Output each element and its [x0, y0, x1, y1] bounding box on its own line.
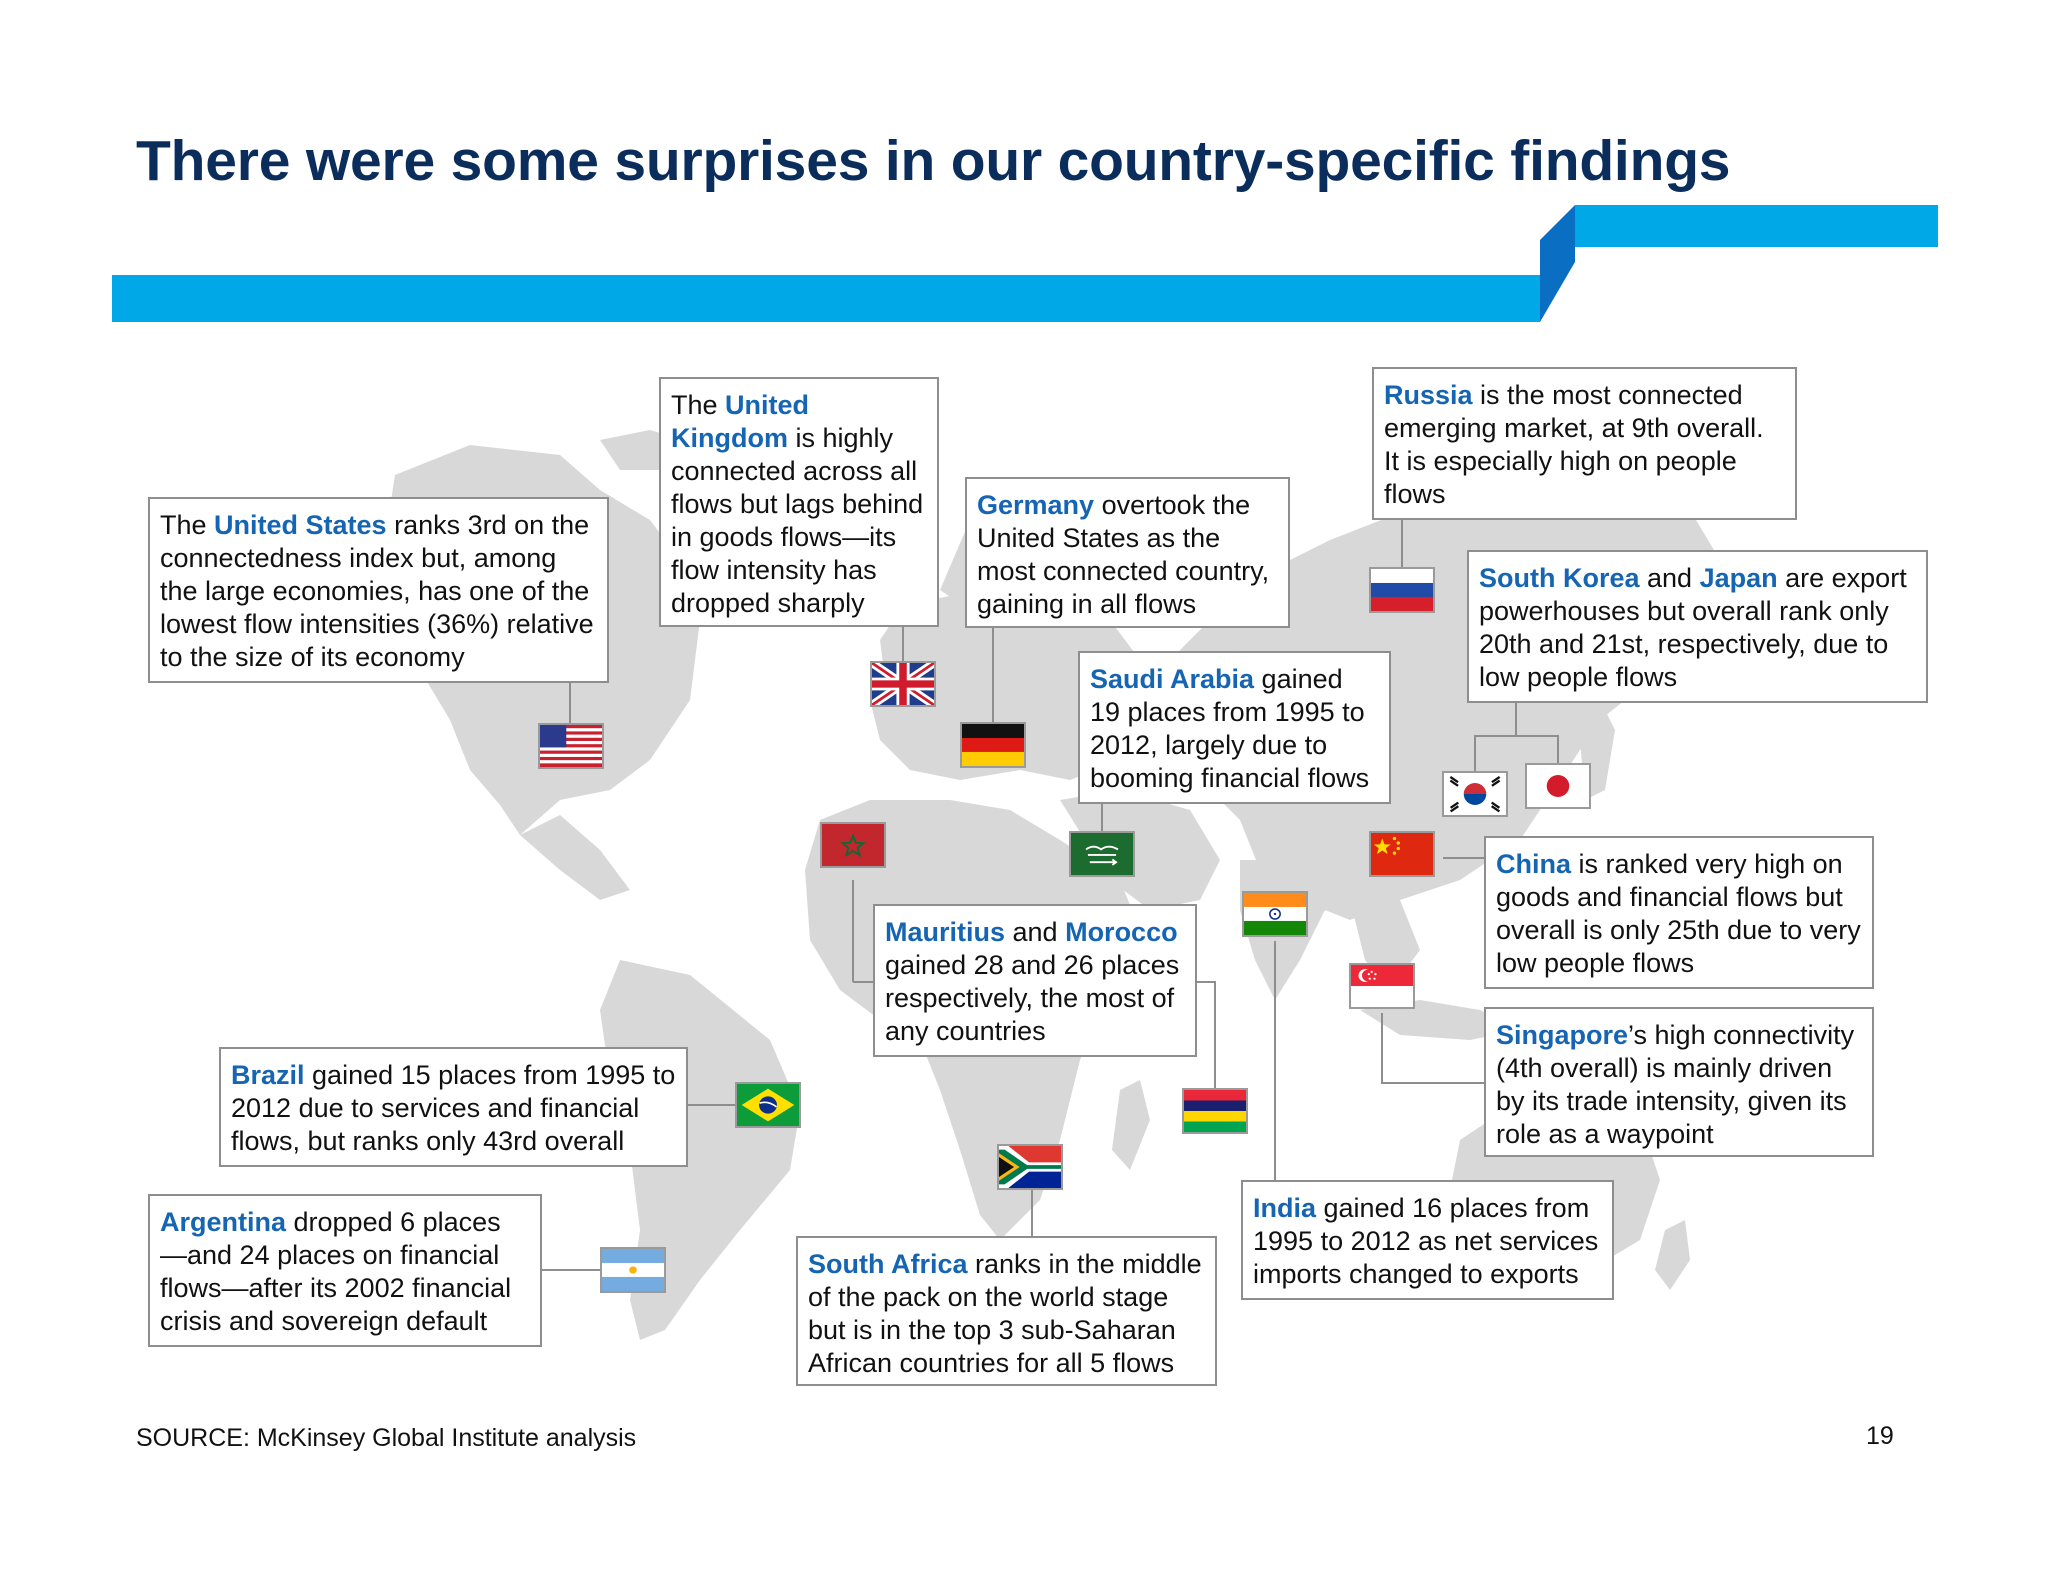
callout-text: ranks 3rd on the connectedness index but…: [160, 510, 594, 672]
callout-india: India gained 16 places from 1995 to 2012…: [1241, 1180, 1614, 1300]
callout-text: is the most connected emerging market, a…: [1384, 380, 1764, 509]
header-band: [112, 205, 1938, 322]
page-number: 19: [1866, 1422, 1894, 1450]
callout-text: dropped 6 places —and 24 places on finan…: [160, 1207, 512, 1336]
flag-saudi-arabia-icon: [1069, 831, 1135, 877]
flag-south-korea-icon: [1442, 771, 1508, 817]
callout-mauritius-morocco: Mauritius and Morocco gained 28 and 26 p…: [873, 904, 1197, 1057]
country-name: Mauritius: [885, 917, 1006, 947]
callout-text: ranks in the middle of the pack on the w…: [808, 1249, 1202, 1378]
country-name: India: [1253, 1193, 1317, 1223]
country-name: Germany: [977, 490, 1095, 520]
flag-russia-icon: [1369, 567, 1435, 613]
flag-india-icon: [1242, 891, 1308, 937]
callout-text: The: [160, 510, 215, 540]
callout-russia: Russia is the most connected emerging ma…: [1372, 367, 1797, 520]
callout-brazil: Brazil gained 15 places from 1995 to 201…: [219, 1047, 688, 1167]
callout-text: is ranked very high on goods and financi…: [1496, 849, 1861, 978]
country-name: Saudi Arabia: [1090, 664, 1255, 694]
callout-text: gained 15 places from 1995 to 2012 due t…: [231, 1060, 676, 1156]
country-name: Brazil: [231, 1060, 305, 1090]
country-name: United Kingdom: [671, 390, 810, 453]
callout-text: gained 16 places from 1995 to 2012 as ne…: [1253, 1193, 1599, 1289]
callout-saudi-arabia: Saudi Arabia gained 19 places from 1995 …: [1078, 651, 1391, 804]
callout-argentina: Argentina dropped 6 places —and 24 place…: [148, 1194, 542, 1347]
callout-united-states: The United States ranks 3rd on the conne…: [148, 497, 609, 683]
flag-morocco-icon: [820, 822, 886, 868]
callout-singapore: Singapore’s high connectivity (4th overa…: [1484, 1007, 1874, 1157]
callout-germany: Germany overtook the United States as th…: [965, 477, 1290, 628]
callout-text: gained 28 and 26 places respectively, th…: [885, 950, 1180, 1046]
flag-mauritius-icon: [1182, 1088, 1248, 1134]
callout-text: and: [1005, 917, 1066, 947]
country-name: South Africa: [808, 1249, 968, 1279]
country-name: Russia: [1384, 380, 1473, 410]
flag-usa-icon: [538, 723, 604, 769]
country-name: China: [1496, 849, 1572, 879]
callout-text: and: [1639, 563, 1700, 593]
flag-japan-icon: [1525, 763, 1591, 809]
callout-china: China is ranked very high on goods and f…: [1484, 836, 1874, 989]
callout-south-korea-japan: South Korea and Japan are export powerho…: [1467, 550, 1928, 703]
country-name: Argentina: [160, 1207, 287, 1237]
country-name: Japan: [1699, 563, 1778, 593]
flag-argentina-icon: [600, 1247, 666, 1293]
callout-united-kingdom: The United Kingdom is highly connected a…: [659, 377, 939, 627]
flag-brazil-icon: [735, 1082, 801, 1128]
country-name: Morocco: [1065, 917, 1178, 947]
flag-south-africa-icon: [997, 1144, 1063, 1190]
flag-singapore-icon: [1349, 963, 1415, 1009]
callout-text: overtook the United States as the most c…: [977, 490, 1270, 619]
callout-text: is highly connected across all flows but…: [671, 423, 924, 618]
callout-south-africa: South Africa ranks in the middle of the …: [796, 1236, 1217, 1386]
flag-uk-icon: [870, 661, 936, 707]
country-name: United States: [214, 510, 387, 540]
callout-text: ’s high connectivity (4th overall) is ma…: [1496, 1020, 1855, 1149]
callout-text: gained 19 places from 1995 to 2012, larg…: [1090, 664, 1370, 793]
country-name: Singapore: [1496, 1020, 1629, 1050]
callout-text: are export powerhouses but overall rank …: [1479, 563, 1907, 692]
flag-germany-icon: [960, 722, 1026, 768]
source-note: SOURCE: McKinsey Global Institute analys…: [136, 1424, 637, 1452]
country-name: South Korea: [1479, 563, 1640, 593]
page-title: There were some surprises in our country…: [136, 129, 1731, 193]
flag-china-icon: [1369, 831, 1435, 877]
callout-text: The: [671, 390, 726, 420]
